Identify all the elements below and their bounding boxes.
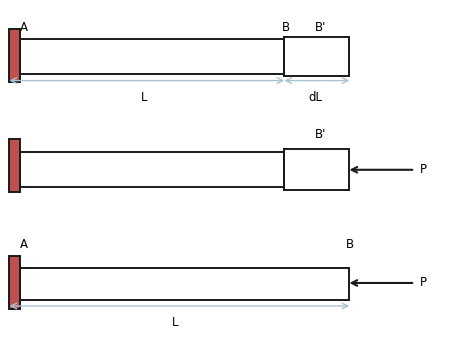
Bar [284,37,349,76]
Text: B': B' [315,21,327,34]
Text: B: B [346,238,354,251]
Text: L: L [172,316,179,329]
Bar [9,29,20,82]
Text: B: B [282,21,290,34]
Text: L: L [141,91,148,104]
Text: A: A [20,21,28,34]
Text: dL: dL [309,91,323,104]
Text: P: P [419,276,427,289]
Bar [9,256,20,309]
Text: B': B' [315,128,327,141]
Bar [20,152,284,187]
Text: P: P [419,163,427,176]
Bar [284,149,349,190]
Bar [20,268,349,300]
Text: A: A [20,238,28,251]
Bar [9,139,20,192]
Bar [20,39,349,74]
